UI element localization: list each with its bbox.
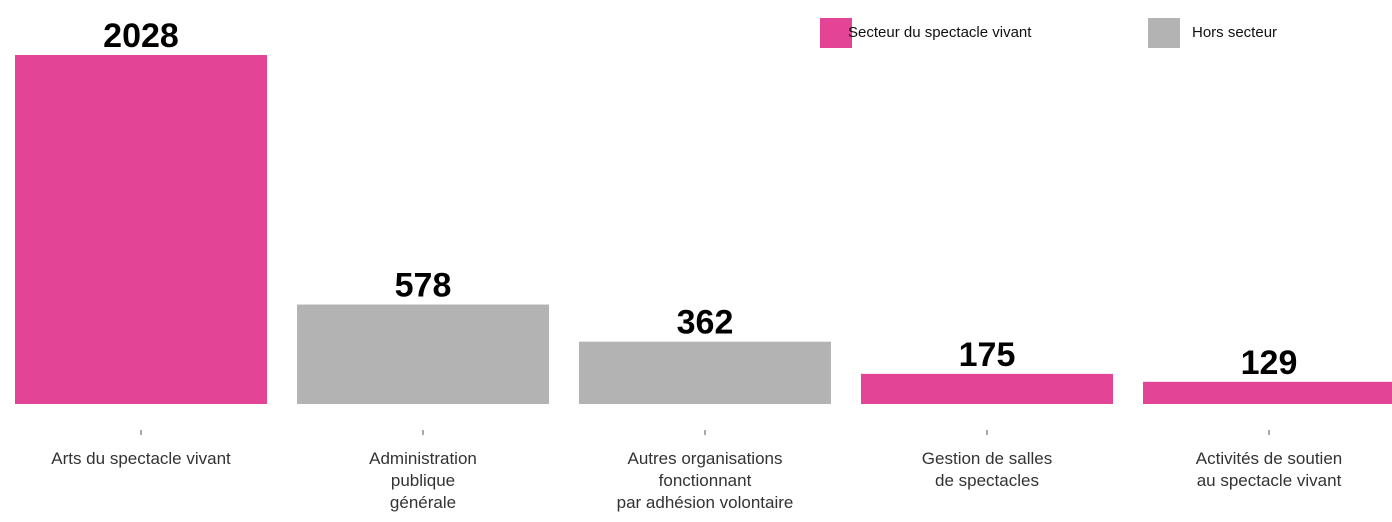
legend-label: Secteur du spectacle vivant <box>848 24 1032 41</box>
bar <box>1143 381 1392 404</box>
x-tick-label: Autres organisations fonctionnant par adhé… <box>617 449 794 512</box>
value-label: 362 <box>677 304 734 342</box>
legend-swatch <box>1148 18 1180 48</box>
legend-swatch <box>820 18 852 48</box>
bar <box>297 304 549 404</box>
value-label: 175 <box>959 336 1016 374</box>
x-tick-label: Gestion de salles de spectacles <box>922 449 1052 490</box>
x-tick-label: Administration publique générale <box>369 449 477 512</box>
bar <box>15 55 267 404</box>
value-label: 578 <box>395 267 452 305</box>
x-tick-label: Arts du spectacle vivant <box>51 449 231 468</box>
value-label: 2028 <box>103 17 179 55</box>
value-label: 129 <box>1241 344 1298 382</box>
x-tick-label: Activités de soutien au spectacle vivant <box>1196 449 1342 490</box>
legend-label: Hors secteur <box>1192 24 1277 41</box>
bar <box>579 341 831 404</box>
bar <box>861 373 1113 404</box>
